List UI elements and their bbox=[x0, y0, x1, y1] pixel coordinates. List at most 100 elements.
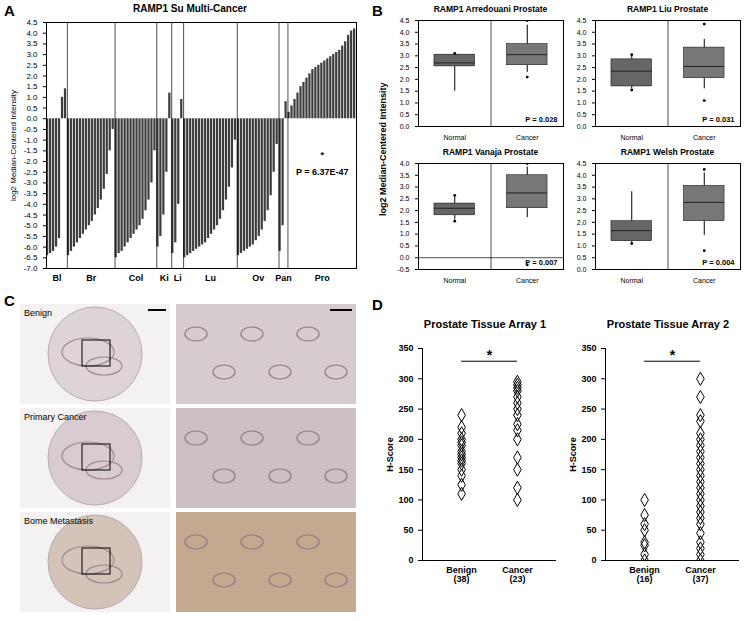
svg-text:4.0: 4.0 bbox=[26, 29, 38, 38]
svg-text:1.5: 1.5 bbox=[26, 82, 38, 91]
svg-text:P = 0.028: P = 0.028 bbox=[525, 115, 557, 124]
svg-text:H-Score: H-Score bbox=[385, 437, 395, 472]
svg-text:350: 350 bbox=[398, 343, 413, 353]
svg-text:0.5: 0.5 bbox=[400, 111, 410, 118]
svg-text:Col: Col bbox=[129, 273, 144, 283]
svg-text:4.5: 4.5 bbox=[577, 17, 587, 24]
svg-text:-4.0: -4.0 bbox=[24, 200, 38, 209]
svg-text:3.5: 3.5 bbox=[577, 183, 587, 190]
svg-text:0.5: 0.5 bbox=[577, 254, 587, 261]
svg-text:Li: Li bbox=[174, 273, 182, 283]
svg-text:Br: Br bbox=[86, 273, 96, 283]
svg-text:*: * bbox=[320, 150, 324, 160]
svg-text:Lu: Lu bbox=[205, 273, 216, 283]
svg-text:Cancer: Cancer bbox=[516, 277, 539, 284]
svg-text:0.0: 0.0 bbox=[400, 123, 410, 130]
svg-text:4.0: 4.0 bbox=[577, 172, 587, 179]
svg-text:2.5: 2.5 bbox=[400, 195, 410, 202]
svg-text:100: 100 bbox=[581, 495, 596, 505]
svg-text:250: 250 bbox=[398, 404, 413, 414]
svg-text:-5.0: -5.0 bbox=[24, 221, 38, 230]
svg-text:Benign(16): Benign(16) bbox=[629, 565, 660, 584]
svg-text:1.0: 1.0 bbox=[400, 230, 410, 237]
svg-text:250: 250 bbox=[581, 404, 596, 414]
svg-text:1.0: 1.0 bbox=[26, 93, 38, 102]
svg-text:1.5: 1.5 bbox=[577, 87, 587, 94]
svg-text:3.5: 3.5 bbox=[400, 172, 410, 179]
svg-text:Cancer: Cancer bbox=[516, 134, 539, 141]
svg-text:3.0: 3.0 bbox=[400, 52, 410, 59]
svg-text:P = 0.031: P = 0.031 bbox=[702, 115, 734, 124]
svg-text:50: 50 bbox=[586, 525, 596, 535]
svg-text:2.5: 2.5 bbox=[26, 61, 38, 70]
svg-text:Ov: Ov bbox=[252, 273, 264, 283]
svg-text:2.0: 2.0 bbox=[577, 219, 587, 226]
svg-text:0.0: 0.0 bbox=[26, 114, 38, 123]
svg-text:200: 200 bbox=[398, 434, 413, 444]
svg-text:Ki: Ki bbox=[160, 273, 169, 283]
svg-text:2.5: 2.5 bbox=[577, 207, 587, 214]
svg-text:0.0: 0.0 bbox=[400, 254, 410, 261]
svg-text:3.5: 3.5 bbox=[400, 40, 410, 47]
svg-text:1.0: 1.0 bbox=[577, 242, 587, 249]
svg-text:0.0: 0.0 bbox=[577, 123, 587, 130]
svg-text:4.5: 4.5 bbox=[400, 17, 410, 24]
svg-text:Normal: Normal bbox=[443, 134, 466, 141]
svg-text:-3.5: -3.5 bbox=[24, 189, 38, 198]
svg-text:-0.5: -0.5 bbox=[397, 266, 409, 273]
svg-text:3.0: 3.0 bbox=[577, 52, 587, 59]
svg-text:Benign: Benign bbox=[24, 308, 52, 318]
svg-text:0.5: 0.5 bbox=[400, 242, 410, 249]
svg-text:P = 0.004: P = 0.004 bbox=[702, 258, 735, 267]
svg-text:300: 300 bbox=[581, 374, 596, 384]
svg-text:200: 200 bbox=[581, 434, 596, 444]
svg-text:-0.5: -0.5 bbox=[24, 125, 38, 134]
svg-text:4.5: 4.5 bbox=[577, 160, 587, 167]
svg-text:Pan: Pan bbox=[275, 273, 292, 283]
svg-text:-5.5: -5.5 bbox=[24, 232, 38, 241]
svg-text:-6.0: -6.0 bbox=[24, 243, 38, 252]
svg-text:-3.0: -3.0 bbox=[24, 178, 38, 187]
svg-text:2.0: 2.0 bbox=[577, 76, 587, 83]
svg-text:H-Score: H-Score bbox=[568, 437, 578, 472]
svg-text:Normal: Normal bbox=[443, 277, 466, 284]
svg-text:3.5: 3.5 bbox=[577, 40, 587, 47]
svg-text:P = 6.37E-47: P = 6.37E-47 bbox=[296, 167, 349, 177]
svg-text:2.5: 2.5 bbox=[400, 64, 410, 71]
svg-text:150: 150 bbox=[581, 465, 596, 475]
svg-text:4.0: 4.0 bbox=[400, 29, 410, 36]
svg-text:1.0: 1.0 bbox=[577, 99, 587, 106]
svg-text:Bl: Bl bbox=[52, 273, 61, 283]
svg-text:Primary Cancer: Primary Cancer bbox=[24, 412, 87, 422]
svg-text:log2 Median-Centered Intensity: log2 Median-Centered Intensity bbox=[9, 90, 18, 201]
svg-text:2.5: 2.5 bbox=[577, 64, 587, 71]
svg-text:0.0: 0.0 bbox=[577, 266, 587, 273]
svg-text:300: 300 bbox=[398, 374, 413, 384]
svg-text:*: * bbox=[670, 347, 676, 363]
svg-text:2.0: 2.0 bbox=[400, 76, 410, 83]
svg-text:*: * bbox=[487, 347, 493, 363]
svg-text:50: 50 bbox=[403, 525, 413, 535]
svg-text:Bome Metastasis: Bome Metastasis bbox=[24, 516, 94, 526]
svg-text:1.5: 1.5 bbox=[577, 230, 587, 237]
svg-text:3.0: 3.0 bbox=[577, 195, 587, 202]
svg-text:4.5: 4.5 bbox=[26, 18, 38, 27]
svg-text:-7.0: -7.0 bbox=[24, 264, 38, 273]
svg-text:0.5: 0.5 bbox=[577, 111, 587, 118]
svg-text:0: 0 bbox=[408, 555, 413, 565]
svg-text:-4.5: -4.5 bbox=[24, 211, 38, 220]
svg-text:2.0: 2.0 bbox=[26, 72, 38, 81]
svg-text:Normal: Normal bbox=[620, 277, 643, 284]
svg-text:350: 350 bbox=[581, 343, 596, 353]
svg-text:Cancer(37): Cancer(37) bbox=[685, 565, 716, 584]
svg-text:Cancer: Cancer bbox=[693, 134, 716, 141]
svg-text:2.0: 2.0 bbox=[400, 207, 410, 214]
svg-text:3.0: 3.0 bbox=[400, 183, 410, 190]
svg-text:1.0: 1.0 bbox=[400, 99, 410, 106]
svg-text:0: 0 bbox=[591, 555, 596, 565]
svg-text:Benign(38): Benign(38) bbox=[446, 565, 477, 584]
svg-text:1.5: 1.5 bbox=[400, 219, 410, 226]
svg-text:-6.5: -6.5 bbox=[24, 253, 38, 262]
svg-text:-2.0: -2.0 bbox=[24, 157, 38, 166]
svg-text:-2.5: -2.5 bbox=[24, 168, 38, 177]
